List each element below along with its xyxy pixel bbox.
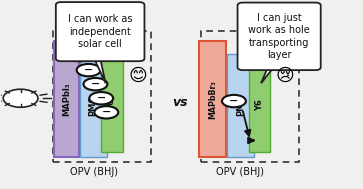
- Bar: [249, 58, 270, 152]
- Text: Y6: Y6: [255, 99, 264, 111]
- Bar: [53, 31, 151, 162]
- Circle shape: [94, 106, 118, 119]
- Bar: [227, 54, 254, 157]
- Text: −: −: [91, 79, 100, 89]
- Circle shape: [3, 89, 38, 107]
- Circle shape: [77, 64, 101, 76]
- Bar: [101, 58, 123, 152]
- Bar: [199, 41, 226, 157]
- Bar: [201, 31, 299, 162]
- Text: MAPbI₃: MAPbI₃: [62, 82, 71, 116]
- Text: Y6: Y6: [107, 99, 117, 111]
- Circle shape: [68, 49, 92, 61]
- Bar: [54, 41, 79, 157]
- Circle shape: [83, 78, 107, 90]
- Text: −: −: [76, 50, 85, 60]
- FancyBboxPatch shape: [237, 3, 321, 70]
- FancyBboxPatch shape: [56, 2, 144, 61]
- Text: PM6: PM6: [236, 96, 245, 116]
- Text: OPV (BHJ): OPV (BHJ): [70, 167, 118, 177]
- Text: I can just
work as hole
transporting
layer: I can just work as hole transporting lay…: [248, 13, 310, 60]
- Text: 😊: 😊: [129, 67, 147, 85]
- Text: −: −: [229, 96, 238, 106]
- Text: −: −: [84, 65, 93, 75]
- Text: −: −: [97, 93, 106, 103]
- Circle shape: [89, 92, 113, 105]
- Polygon shape: [93, 57, 106, 83]
- Text: −: −: [102, 107, 111, 117]
- Circle shape: [222, 95, 246, 107]
- Text: PM6: PM6: [89, 96, 98, 116]
- Text: vs: vs: [172, 95, 188, 108]
- Polygon shape: [261, 65, 275, 83]
- Bar: [79, 54, 107, 157]
- Text: OPV (BHJ): OPV (BHJ): [216, 167, 264, 177]
- Text: I can work as
independent
solar cell: I can work as independent solar cell: [68, 14, 132, 49]
- Text: MAPbBr₃: MAPbBr₃: [208, 80, 217, 119]
- Text: 😢: 😢: [275, 67, 294, 85]
